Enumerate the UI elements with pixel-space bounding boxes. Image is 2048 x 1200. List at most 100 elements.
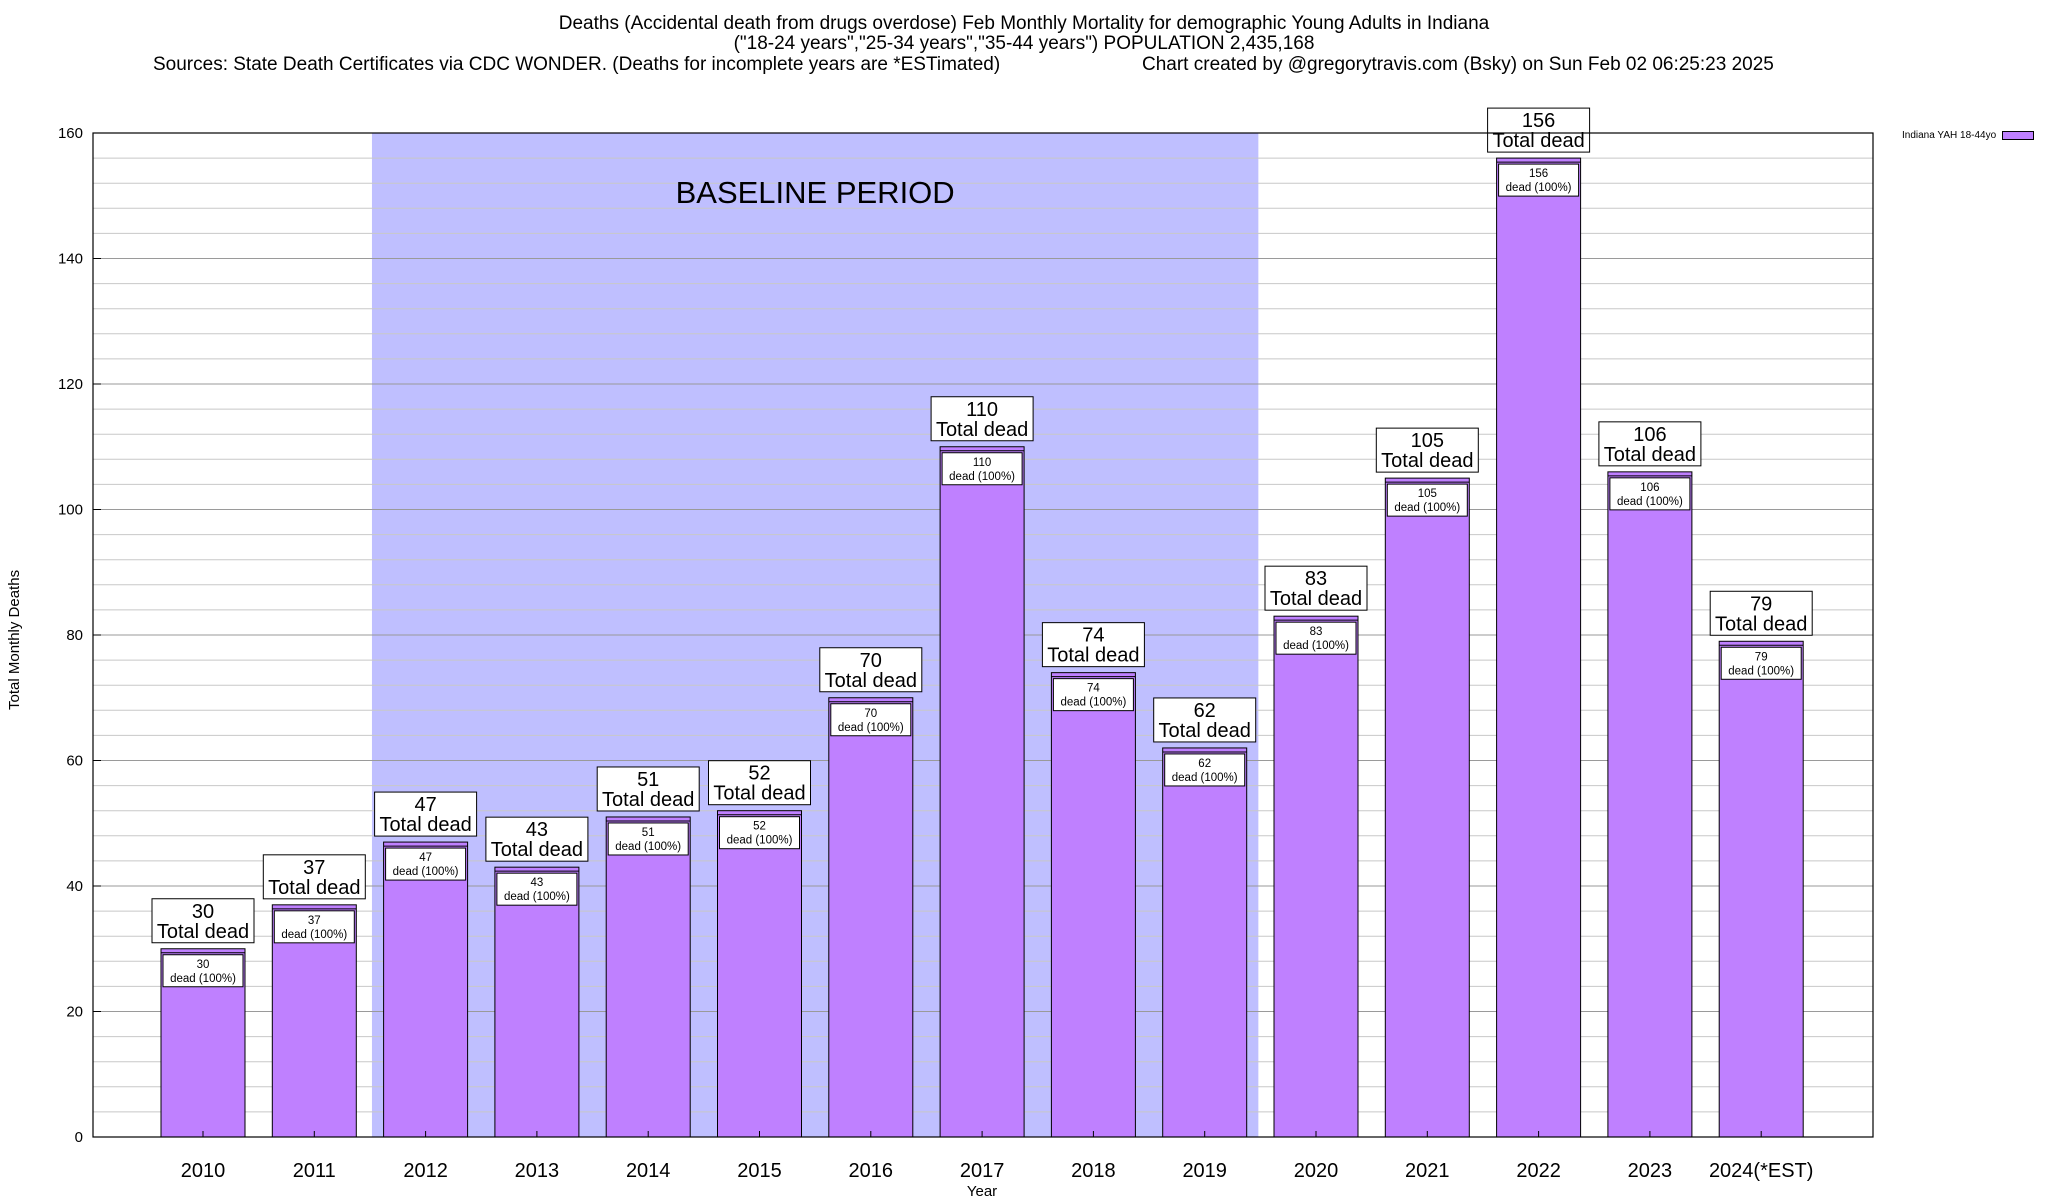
bar — [828, 697, 914, 1138]
inner-percent-label: dead (100%) — [615, 841, 681, 853]
bar — [605, 816, 691, 1138]
x-tick-label: 2022 — [1516, 1160, 1561, 1182]
total-value-label: 105 — [1411, 430, 1444, 452]
y-tick-label: 20 — [66, 1004, 83, 1021]
x-tick-label: 2011 — [293, 1160, 336, 1182]
x-tick-label: 2018 — [1071, 1160, 1116, 1182]
inner-label-box — [1275, 621, 1357, 655]
credit-text: Chart created by @gregorytravis.com (Bsk… — [1142, 54, 1774, 75]
inner-value-label: 43 — [531, 877, 544, 889]
x-tick-label: 2014 — [626, 1160, 671, 1182]
total-text-label: Total dead — [825, 670, 917, 692]
y-tick-label: 80 — [66, 627, 83, 644]
total-text-label: Total dead — [1715, 613, 1807, 635]
total-label-box — [1375, 427, 1479, 473]
x-tick-label: 2015 — [737, 1160, 782, 1182]
inner-percent-label: dead (100%) — [727, 835, 793, 847]
baseline-label: BASELINE PERIOD — [676, 175, 955, 210]
bar — [1496, 157, 1582, 1138]
inner-label-box — [496, 872, 578, 906]
inner-value-label: 30 — [197, 959, 210, 971]
total-label-box — [930, 396, 1034, 442]
inner-percent-label: dead (100%) — [1617, 496, 1683, 508]
total-value-label: 51 — [637, 769, 659, 791]
total-label-box — [151, 898, 255, 944]
total-label-box — [1264, 565, 1368, 611]
sources-text: Sources: State Death Certificates via CD… — [153, 54, 1001, 75]
x-tick-label: 2010 — [181, 1160, 226, 1182]
inner-label-box — [607, 822, 689, 856]
total-value-label: 106 — [1633, 424, 1666, 446]
bar — [717, 810, 802, 1138]
inner-value-label: 79 — [1755, 651, 1768, 663]
inner-percent-label: dead (100%) — [1172, 772, 1238, 784]
legend-label: Indiana YAH 18-44yo — [1902, 130, 1997, 141]
x-tick-label: 2021 — [1405, 1160, 1450, 1182]
x-tick-label: 2012 — [403, 1160, 448, 1182]
total-value-label: 43 — [526, 819, 548, 841]
total-value-label: 74 — [1082, 625, 1104, 647]
inner-percent-label: dead (100%) — [1506, 182, 1572, 194]
total-label-box — [1487, 107, 1591, 153]
total-text-label: Total dead — [1159, 720, 1251, 742]
total-value-label: 156 — [1522, 110, 1555, 132]
bar — [494, 866, 580, 1138]
total-label-box — [1153, 697, 1257, 743]
total-label-box — [485, 816, 589, 862]
inner-label-box — [273, 910, 355, 944]
x-axis-label: Year — [966, 1183, 998, 1200]
y-tick-label: 140 — [58, 251, 83, 268]
bar — [271, 904, 357, 1138]
inner-label-box — [1720, 646, 1802, 680]
total-text-label: Total dead — [1381, 450, 1473, 472]
inner-label-box — [830, 703, 912, 737]
total-text-label: Total dead — [379, 814, 471, 836]
bar — [383, 841, 469, 1138]
total-text-label: Total dead — [1047, 645, 1139, 667]
total-text-label: Total dead — [713, 783, 805, 805]
total-label-box — [819, 647, 923, 693]
inner-percent-label: dead (100%) — [281, 929, 347, 941]
inner-label-box — [941, 452, 1023, 486]
total-value-label: 70 — [860, 650, 882, 672]
y-tick-label: 40 — [66, 878, 83, 895]
inner-percent-label: dead (100%) — [1728, 665, 1794, 677]
inner-label-box — [1052, 678, 1134, 712]
x-tick-label: 2016 — [849, 1160, 894, 1182]
x-tick-label: 2020 — [1294, 1160, 1339, 1182]
total-text-label: Total dead — [491, 839, 583, 861]
x-tick-label: 2017 — [960, 1160, 1005, 1182]
inner-value-label: 70 — [864, 708, 877, 720]
total-value-label: 110 — [966, 399, 998, 421]
total-label-box — [1598, 421, 1702, 467]
total-label-box — [262, 854, 366, 900]
total-value-label: 30 — [192, 901, 214, 923]
total-value-label: 79 — [1750, 593, 1772, 615]
y-tick-label: 0 — [75, 1129, 83, 1146]
inner-value-label: 52 — [753, 821, 766, 833]
inner-label-box — [719, 816, 800, 850]
inner-value-label: 105 — [1418, 488, 1437, 500]
total-value-label: 47 — [414, 794, 436, 816]
inner-percent-label: dead (100%) — [504, 891, 570, 903]
total-value-label: 83 — [1305, 568, 1327, 590]
inner-value-label: 37 — [308, 915, 321, 927]
y-axis-label: Total Monthly Deaths — [6, 569, 23, 710]
bar — [1718, 640, 1804, 1138]
total-text-label: Total dead — [268, 877, 360, 899]
inner-value-label: 110 — [973, 457, 991, 469]
y-tick-label: 160 — [58, 125, 83, 142]
total-label-box — [596, 766, 700, 812]
legend: Indiana YAH 18-44yo — [1902, 130, 2035, 141]
total-value-label: 37 — [303, 857, 325, 879]
bar — [1050, 672, 1136, 1138]
bar — [1162, 747, 1248, 1138]
chart-subtitle: ("18-24 years","25-34 years","35-44 year… — [733, 33, 1315, 54]
inner-label-box — [1164, 753, 1246, 787]
inner-percent-label: dead (100%) — [1283, 640, 1349, 652]
x-tick-label: 2023 — [1628, 1160, 1673, 1182]
chart-title-block: Deaths (Accidental death from drugs over… — [0, 14, 2048, 54]
total-label-box — [1709, 590, 1813, 636]
inner-percent-label: dead (100%) — [949, 471, 1015, 483]
